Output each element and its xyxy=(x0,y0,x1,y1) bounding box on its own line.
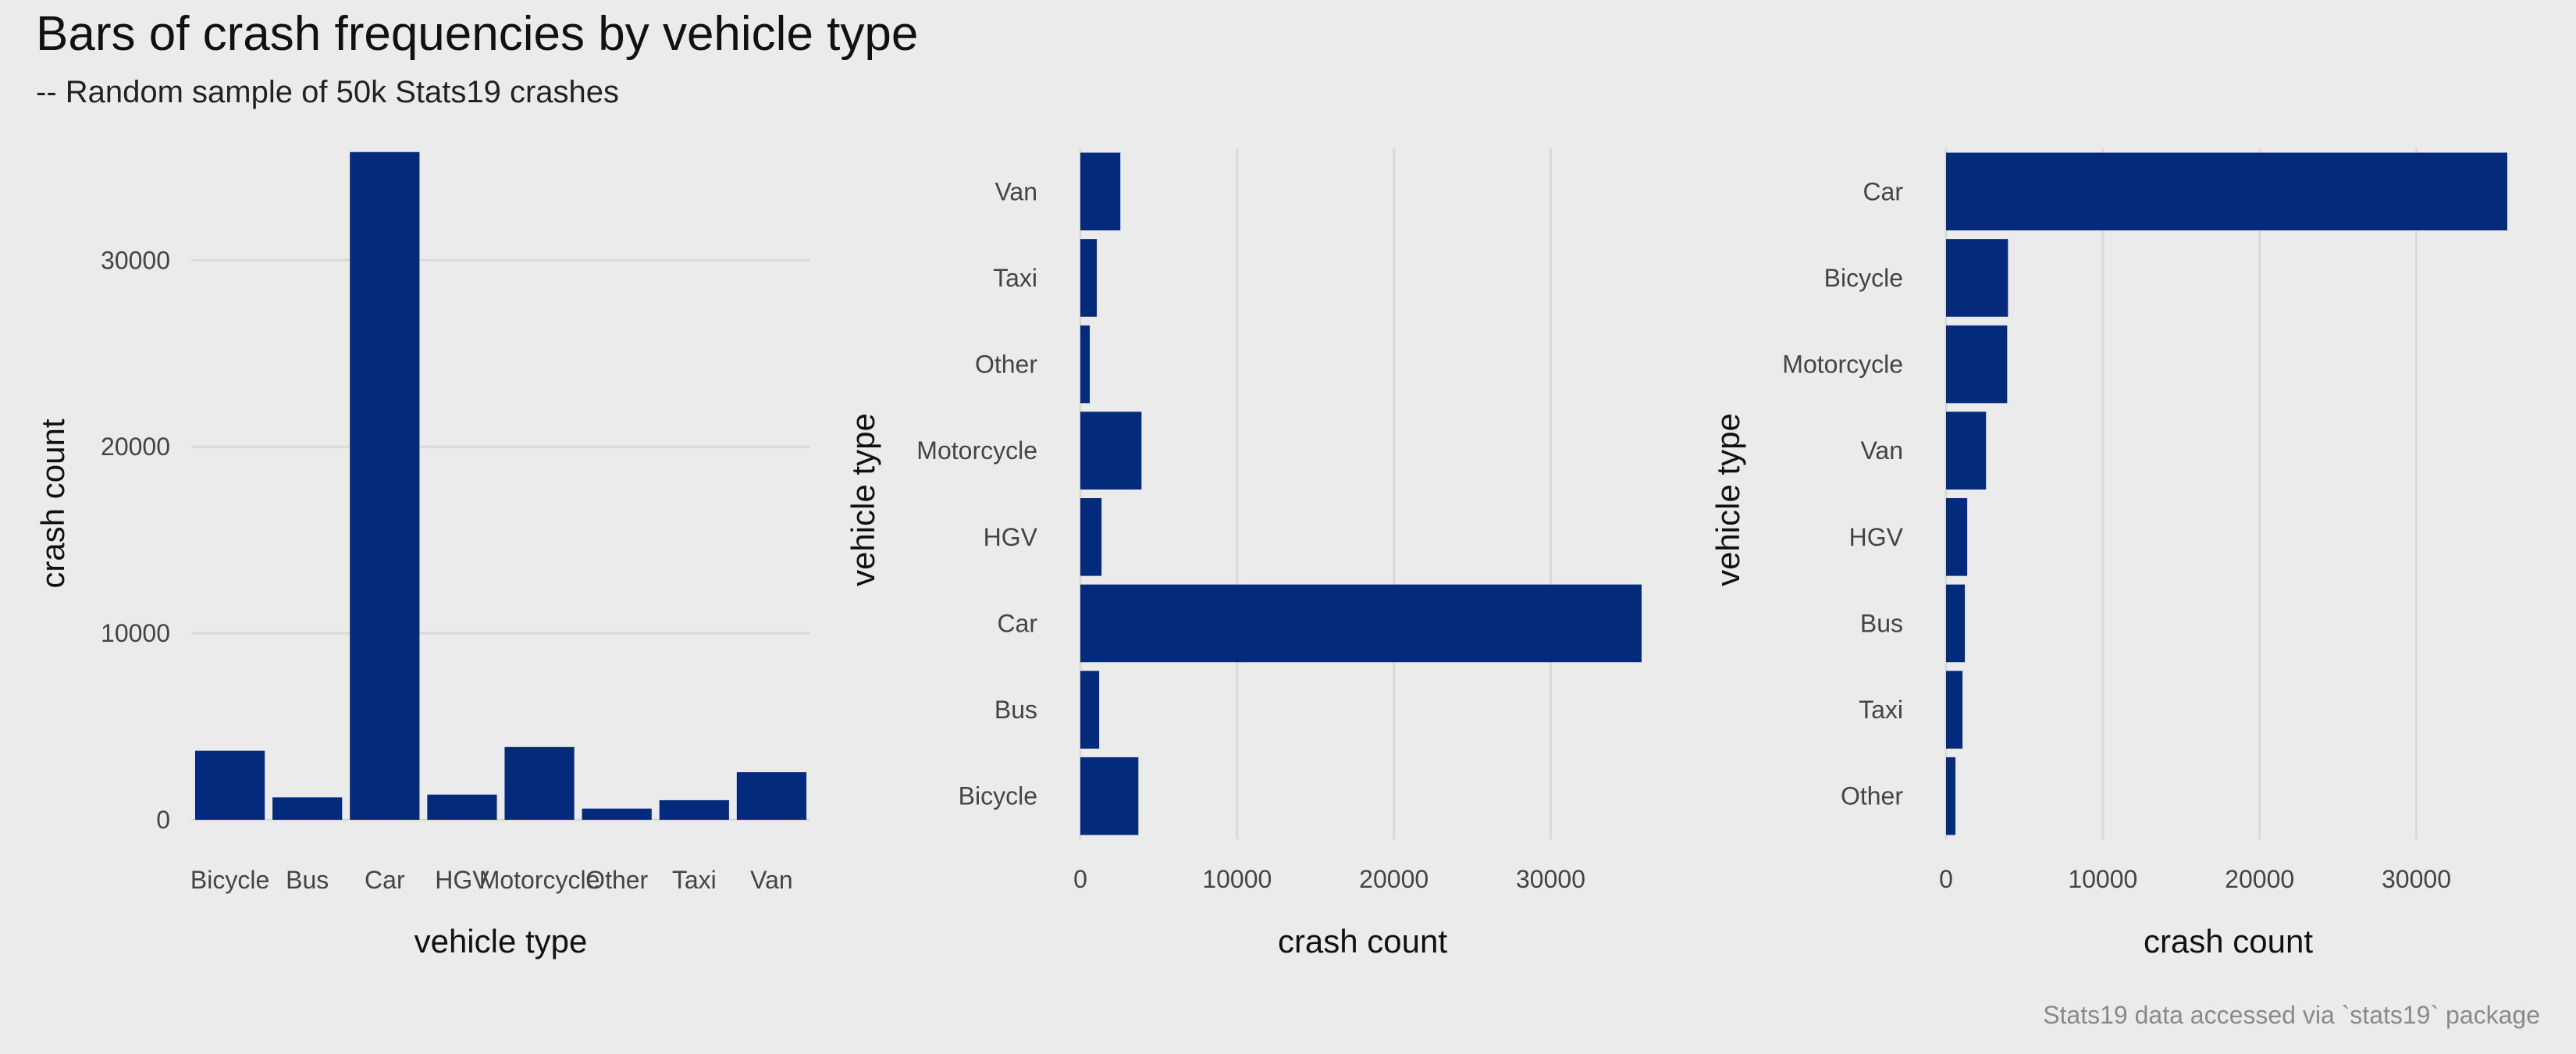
bar xyxy=(350,151,420,820)
bar xyxy=(1080,584,1642,663)
x-axis-label: crash count xyxy=(1278,923,1447,960)
bar xyxy=(582,808,652,820)
bar xyxy=(1080,325,1091,404)
y-axis-label: vehicle type xyxy=(1710,413,1746,586)
x-tick-label: 10000 xyxy=(2068,865,2137,893)
y-tick-label: Taxi xyxy=(993,264,1037,292)
x-tick-label: HGV xyxy=(435,866,489,894)
bar xyxy=(659,799,729,820)
y-tick-label: Van xyxy=(1860,436,1903,465)
x-tick-label: 10000 xyxy=(1202,865,1272,893)
x-tick-label: 30000 xyxy=(1516,865,1585,893)
x-tick-label: Other xyxy=(585,866,648,894)
chart-subtitle: -- Random sample of 50k Stats19 crashes xyxy=(36,75,620,109)
x-tick-label: Bicycle xyxy=(190,866,269,894)
x-tick-label: Van xyxy=(750,866,793,894)
y-tick-label: Taxi xyxy=(1859,696,1903,724)
bar xyxy=(1946,325,2008,404)
bar xyxy=(1946,498,1968,576)
y-axis-label: crash count xyxy=(34,418,71,588)
bar xyxy=(504,746,575,820)
x-tick-label: 0 xyxy=(1073,865,1087,893)
x-tick-label: Motorcycle xyxy=(479,866,600,894)
y-tick-label: Car xyxy=(1863,177,1903,205)
y-tick-label: HGV xyxy=(984,523,1038,551)
chart-title: Bars of crash frequencies by vehicle typ… xyxy=(36,7,919,61)
y-tick-label: 0 xyxy=(156,806,170,834)
bar xyxy=(194,750,265,820)
y-tick-label: HGV xyxy=(1849,523,1904,551)
y-tick-label: Bus xyxy=(1860,609,1903,637)
y-axis-label: vehicle type xyxy=(845,413,881,586)
x-tick-label: Bus xyxy=(286,866,329,894)
x-axis-label: crash count xyxy=(2144,923,2313,960)
bar xyxy=(427,794,497,820)
y-tick-label: Car xyxy=(997,609,1037,637)
bar xyxy=(1080,757,1139,835)
bar xyxy=(736,772,807,820)
bar xyxy=(1080,411,1142,490)
y-tick-label: 10000 xyxy=(101,619,170,647)
bar xyxy=(272,797,343,820)
y-tick-label: Van xyxy=(994,177,1037,205)
bar xyxy=(1946,671,1963,749)
bar xyxy=(1080,671,1100,749)
y-tick-label: Bicycle xyxy=(1824,264,1903,292)
y-tick-label: 20000 xyxy=(101,433,170,461)
y-tick-label: Other xyxy=(975,351,1037,379)
bar xyxy=(1946,757,1956,835)
bar xyxy=(1946,239,2008,317)
y-tick-label: Bicycle xyxy=(959,782,1037,810)
x-tick-label: 20000 xyxy=(2225,865,2294,893)
bar xyxy=(1080,152,1121,231)
bar xyxy=(1080,498,1102,576)
x-tick-label: 30000 xyxy=(2382,865,2451,893)
y-tick-label: 30000 xyxy=(101,246,170,274)
y-tick-label: Bus xyxy=(994,696,1037,724)
y-tick-label: Other xyxy=(1841,782,1903,810)
chart-caption: Stats19 data accessed via `stats19` pack… xyxy=(2043,1001,2540,1029)
bar xyxy=(1946,584,1966,663)
x-tick-label: Taxi xyxy=(672,866,717,894)
x-tick-label: 20000 xyxy=(1359,865,1429,893)
x-tick-label: 0 xyxy=(1939,865,1953,893)
y-tick-label: Motorcycle xyxy=(916,436,1037,465)
bar xyxy=(1946,411,1987,490)
bar xyxy=(1946,152,2507,231)
x-axis-label: vehicle type xyxy=(415,923,588,960)
y-tick-label: Motorcycle xyxy=(1782,351,1903,379)
bar xyxy=(1080,239,1098,317)
x-tick-label: Car xyxy=(365,866,405,894)
